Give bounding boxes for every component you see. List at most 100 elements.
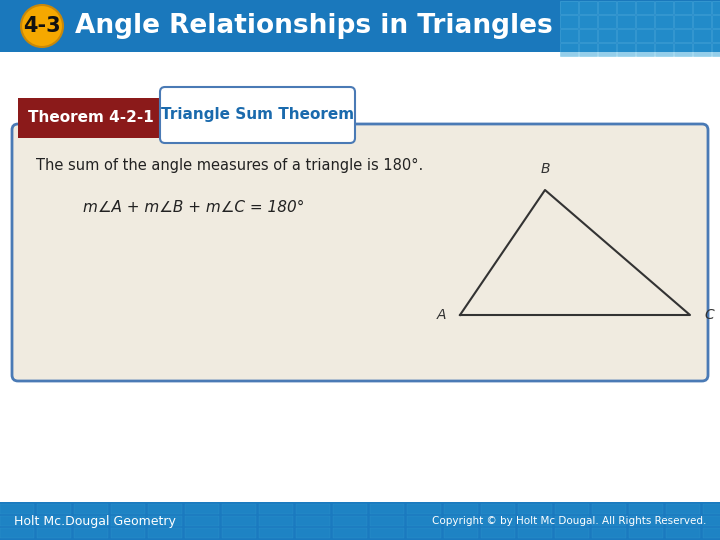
Bar — [655, 43, 673, 56]
Bar — [592, 504, 626, 514]
Bar — [518, 504, 552, 514]
Bar — [629, 504, 663, 514]
Bar — [74, 516, 108, 526]
Bar — [592, 528, 626, 538]
Text: 4-3: 4-3 — [23, 16, 60, 36]
Bar — [703, 504, 720, 514]
Text: Holt Mc.Dougal Geometry: Holt Mc.Dougal Geometry — [14, 515, 176, 528]
Bar — [185, 504, 219, 514]
Bar — [481, 528, 515, 538]
Bar — [666, 528, 700, 538]
Text: Copyright © by Holt Mc Dougal. All Rights Reserved.: Copyright © by Holt Mc Dougal. All Right… — [431, 516, 706, 526]
Bar — [37, 504, 71, 514]
Bar — [655, 15, 673, 28]
Bar — [518, 516, 552, 526]
Bar — [444, 516, 478, 526]
Bar — [185, 528, 219, 538]
Bar — [693, 1, 711, 14]
Bar — [555, 516, 589, 526]
Bar — [617, 29, 635, 42]
Bar — [185, 516, 219, 526]
Bar — [222, 504, 256, 514]
Text: The sum of the angle measures of a triangle is 180°.: The sum of the angle measures of a trian… — [36, 158, 423, 173]
Bar — [0, 504, 34, 514]
Bar — [0, 502, 720, 540]
Text: Triangle Sum Theorem: Triangle Sum Theorem — [161, 107, 354, 123]
Bar — [370, 516, 404, 526]
Bar — [636, 29, 654, 42]
Bar — [629, 528, 663, 538]
Bar — [74, 504, 108, 514]
Bar — [518, 528, 552, 538]
Bar — [37, 516, 71, 526]
Bar — [148, 504, 182, 514]
Bar — [579, 15, 597, 28]
Bar — [407, 504, 441, 514]
Bar — [481, 504, 515, 514]
Bar — [111, 504, 145, 514]
Bar — [333, 516, 367, 526]
Bar — [555, 528, 589, 538]
Bar — [655, 1, 673, 14]
Bar — [370, 528, 404, 538]
Bar — [666, 504, 700, 514]
Bar — [693, 29, 711, 42]
Bar — [674, 1, 692, 14]
Bar — [655, 29, 673, 42]
Bar — [629, 516, 663, 526]
Bar — [148, 528, 182, 538]
Bar — [555, 504, 589, 514]
Bar — [259, 504, 293, 514]
Bar — [674, 43, 692, 56]
Bar — [74, 528, 108, 538]
Bar — [674, 29, 692, 42]
Bar — [703, 528, 720, 538]
Bar — [111, 516, 145, 526]
Bar — [712, 1, 720, 14]
Bar — [481, 516, 515, 526]
Bar — [148, 516, 182, 526]
Bar — [259, 516, 293, 526]
Bar — [0, 528, 34, 538]
Bar — [598, 1, 616, 14]
Bar — [636, 1, 654, 14]
Bar — [296, 528, 330, 538]
Bar — [674, 15, 692, 28]
Bar — [296, 504, 330, 514]
Bar — [617, 15, 635, 28]
Bar — [617, 43, 635, 56]
Bar — [579, 29, 597, 42]
Bar — [592, 516, 626, 526]
Bar — [407, 528, 441, 538]
Bar — [444, 504, 478, 514]
Bar — [0, 516, 34, 526]
Bar — [560, 29, 578, 42]
Bar — [579, 1, 597, 14]
Bar — [579, 43, 597, 56]
Bar — [703, 516, 720, 526]
Text: C: C — [704, 308, 714, 322]
Bar — [712, 43, 720, 56]
Bar — [636, 43, 654, 56]
Bar — [222, 528, 256, 538]
Bar — [259, 528, 293, 538]
Text: A: A — [436, 308, 446, 322]
Bar — [693, 15, 711, 28]
Bar — [222, 516, 256, 526]
Bar — [111, 528, 145, 538]
Bar — [370, 504, 404, 514]
Bar — [333, 528, 367, 538]
Text: Angle Relationships in Triangles: Angle Relationships in Triangles — [75, 13, 553, 39]
Bar — [333, 504, 367, 514]
Bar — [296, 516, 330, 526]
Bar — [598, 15, 616, 28]
Bar — [598, 29, 616, 42]
Text: m∠A + m∠B + m∠C = 180°: m∠A + m∠B + m∠C = 180° — [83, 200, 305, 215]
Bar — [598, 43, 616, 56]
Text: Theorem 4-2-1: Theorem 4-2-1 — [27, 111, 153, 125]
Circle shape — [21, 5, 63, 47]
Bar — [444, 528, 478, 538]
Bar — [0, 0, 720, 52]
Text: B: B — [540, 162, 550, 176]
Bar — [712, 15, 720, 28]
